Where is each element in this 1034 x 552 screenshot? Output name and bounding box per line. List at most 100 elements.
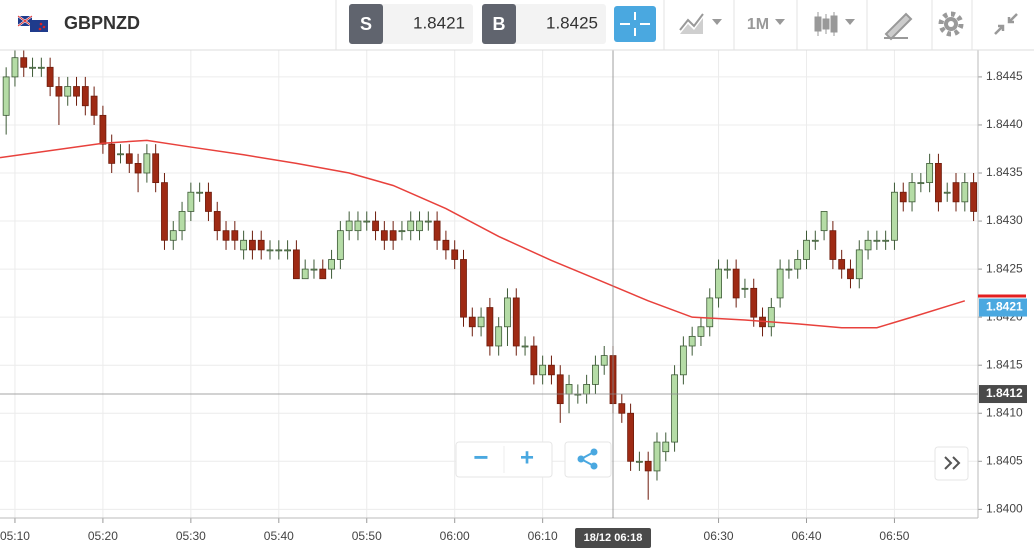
crosshair-y-label-bg xyxy=(979,385,1027,404)
candle-body xyxy=(495,326,503,347)
candle-body xyxy=(504,297,511,328)
candle-body xyxy=(653,441,661,472)
candle-body xyxy=(363,220,371,223)
candle-body xyxy=(117,153,124,156)
candle-body xyxy=(205,191,212,212)
crosshair-icon xyxy=(620,12,650,36)
candle-body xyxy=(556,374,564,405)
candle-body xyxy=(73,86,80,97)
x-tick-label: 06:40 xyxy=(791,529,821,543)
candle-body xyxy=(741,287,749,290)
candle-body xyxy=(134,162,142,174)
candle-body xyxy=(240,239,248,251)
buy-price: 1.8425 xyxy=(546,13,598,32)
y-tick-label: 1.8445 xyxy=(986,69,1023,83)
candle-body xyxy=(37,66,45,69)
candle-body xyxy=(196,191,204,194)
candle-body xyxy=(416,220,423,232)
x-tick-label: 05:40 xyxy=(264,529,294,543)
candle-body xyxy=(548,364,555,376)
candle-body xyxy=(644,460,652,472)
crosshair-y-label: 1.8412 xyxy=(986,386,1023,400)
candle-body xyxy=(961,182,969,203)
candle-body xyxy=(943,191,951,194)
candle-body xyxy=(152,153,160,184)
share-icon xyxy=(577,448,598,470)
y-tick-label: 1.8410 xyxy=(986,405,1023,419)
candle-body xyxy=(46,66,54,87)
buy-tag xyxy=(482,4,516,44)
candle-body xyxy=(99,114,107,145)
candle-body xyxy=(310,268,318,271)
candle-body xyxy=(169,230,177,241)
candle-body xyxy=(2,76,10,116)
candle-body xyxy=(468,316,476,328)
y-tick-label: 1.8430 xyxy=(986,213,1023,227)
settings-icon[interactable] xyxy=(938,11,964,37)
icon-body xyxy=(822,18,830,30)
x-tick-label: 06:10 xyxy=(528,529,558,543)
candle-body xyxy=(301,268,309,280)
share-lines xyxy=(580,451,595,467)
candle-body xyxy=(319,268,327,280)
y-tick-label: 1.8440 xyxy=(986,117,1023,131)
candle-body xyxy=(275,249,283,252)
candle-body xyxy=(213,211,221,232)
share-button[interactable] xyxy=(564,441,612,478)
candle-body xyxy=(952,182,960,203)
candle-body xyxy=(64,86,72,97)
candle-body xyxy=(600,355,608,366)
candle-body xyxy=(292,249,300,280)
candle-body xyxy=(442,239,450,251)
candle-body xyxy=(864,239,872,251)
candle-body xyxy=(389,230,397,241)
zoom-in[interactable]: + xyxy=(520,444,534,471)
gear-teeth xyxy=(938,11,964,37)
candle-body xyxy=(407,220,415,232)
sell-label: S xyxy=(360,14,372,34)
price-marker-bg xyxy=(979,298,1027,317)
candle-body xyxy=(512,297,520,347)
candle-body xyxy=(917,182,925,185)
flag xyxy=(17,15,48,32)
candle-body xyxy=(143,153,151,174)
candle-body xyxy=(926,162,934,184)
y-tick-label: 1.8405 xyxy=(986,453,1023,467)
zoom-out[interactable]: − xyxy=(473,442,488,472)
candle-body xyxy=(29,66,36,69)
candle-body xyxy=(970,182,978,212)
candle-type-button[interactable] xyxy=(814,12,855,36)
candle-body xyxy=(697,326,705,337)
collapse-icon[interactable] xyxy=(994,13,1018,35)
gear-hole xyxy=(948,21,954,27)
candle-body xyxy=(679,345,687,376)
candle-body xyxy=(451,249,459,260)
toolbar: GBPNZD S 1.8421 B 1.8425 1M xyxy=(0,0,1034,51)
candle-body xyxy=(882,239,890,242)
y-tick-label: 1.8415 xyxy=(986,357,1023,371)
moving-average xyxy=(0,139,966,329)
candle-body xyxy=(706,297,714,328)
candle-body xyxy=(521,345,529,348)
icon-body xyxy=(830,15,838,33)
candle-body xyxy=(908,182,916,203)
candle-body xyxy=(284,249,291,252)
drawing-tool-icon[interactable] xyxy=(884,12,913,41)
timeframe[interactable]: 1M xyxy=(747,16,769,33)
crosshair-button[interactable] xyxy=(614,6,656,42)
dropdown-arrow xyxy=(712,19,722,25)
chart-style-button[interactable] xyxy=(679,13,722,34)
buy-label: B xyxy=(493,14,506,34)
zoom-controls: − + xyxy=(455,441,969,481)
x-tick-label: 05:50 xyxy=(352,529,382,543)
crosshair-x-label-bg xyxy=(575,528,652,548)
icon-body xyxy=(814,16,822,32)
candle-body xyxy=(460,259,467,318)
candle-body xyxy=(125,153,133,164)
area-icon xyxy=(680,18,703,34)
candle-body xyxy=(899,191,907,203)
candle-body xyxy=(380,230,388,241)
candle-body xyxy=(90,95,98,116)
x-tick-label: 05:20 xyxy=(88,529,118,543)
y-tick-label: 1.8400 xyxy=(986,502,1023,516)
